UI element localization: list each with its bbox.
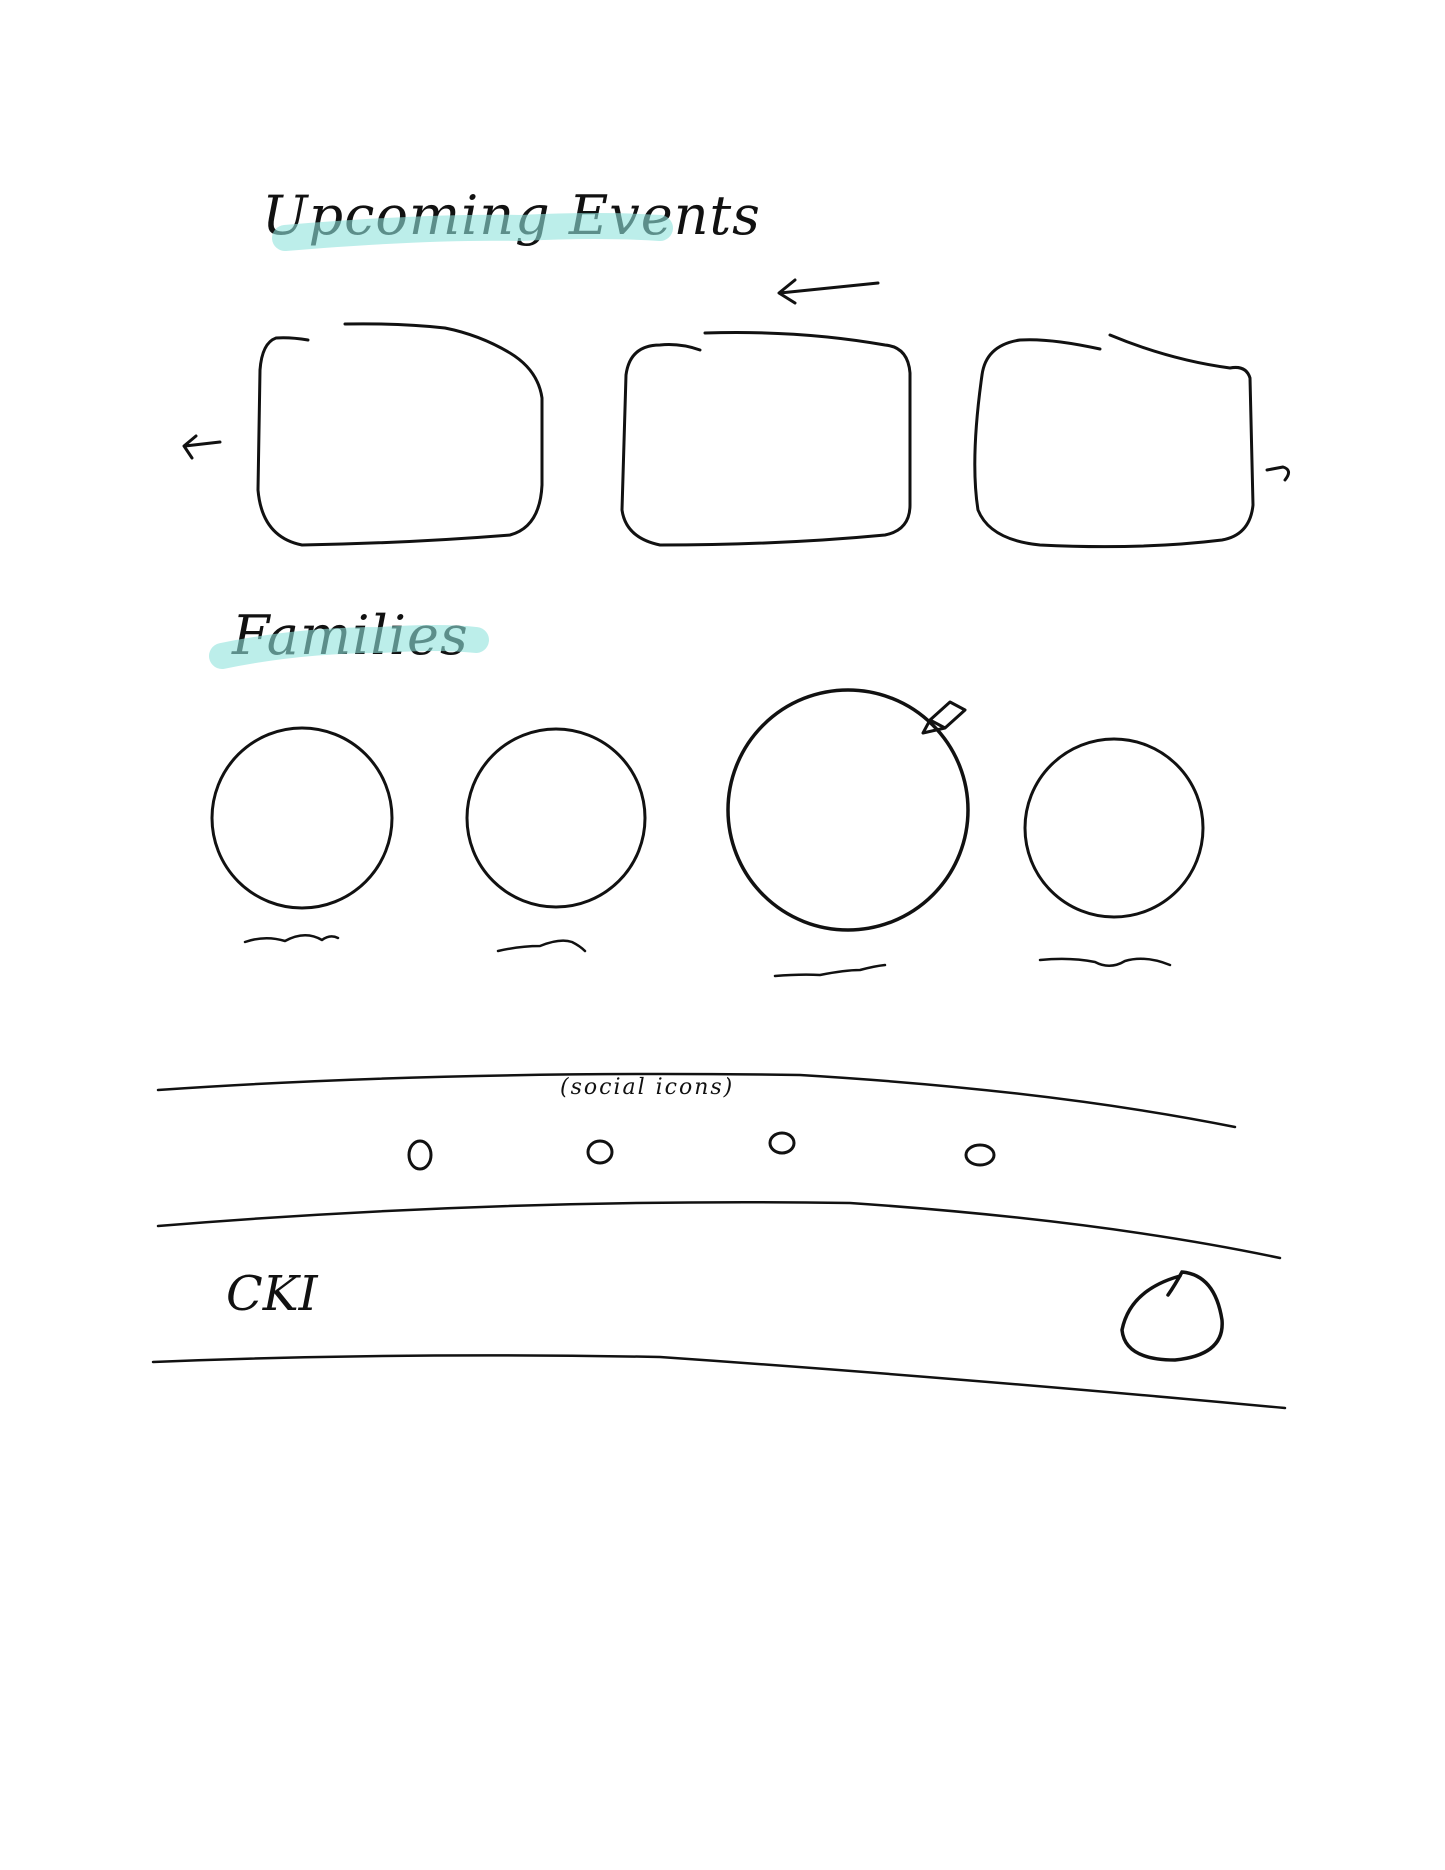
family-name-scribble-4 [1038, 957, 1172, 967]
pencil-icon[interactable] [921, 700, 967, 735]
family-avatar-2[interactable] [465, 727, 647, 909]
footer-logo: CKI [226, 1266, 318, 1322]
event-card-1[interactable] [256, 322, 544, 547]
social-icon-3[interactable] [768, 1131, 796, 1155]
carousel-right-arrow-icon[interactable] [1265, 465, 1290, 482]
social-band-top-line [156, 1072, 1237, 1129]
event-card-3[interactable] [973, 333, 1255, 549]
footer-bottom-line [151, 1354, 1287, 1410]
events-heading-highlight [272, 213, 673, 251]
family-avatar-4[interactable] [1023, 737, 1205, 919]
carousel-left-arrow-icon[interactable] [182, 434, 222, 460]
family-avatar-1[interactable] [210, 726, 394, 910]
footer-circle-button[interactable] [1120, 1270, 1224, 1362]
families-heading-highlight [209, 625, 489, 669]
family-name-scribble-3 [773, 963, 887, 978]
family-name-scribble-1 [243, 934, 340, 944]
social-icon-4[interactable] [964, 1143, 996, 1167]
social-icon-2[interactable] [586, 1139, 614, 1165]
social-icons-label: (social icons) [560, 1075, 735, 1100]
family-avatar-3[interactable] [726, 688, 970, 932]
event-card-2[interactable] [620, 331, 912, 547]
carousel-prev-arrow-icon[interactable] [777, 278, 880, 305]
family-name-scribble-2 [496, 939, 587, 953]
social-icon-1[interactable] [407, 1139, 433, 1171]
footer-top-line [156, 1200, 1282, 1260]
